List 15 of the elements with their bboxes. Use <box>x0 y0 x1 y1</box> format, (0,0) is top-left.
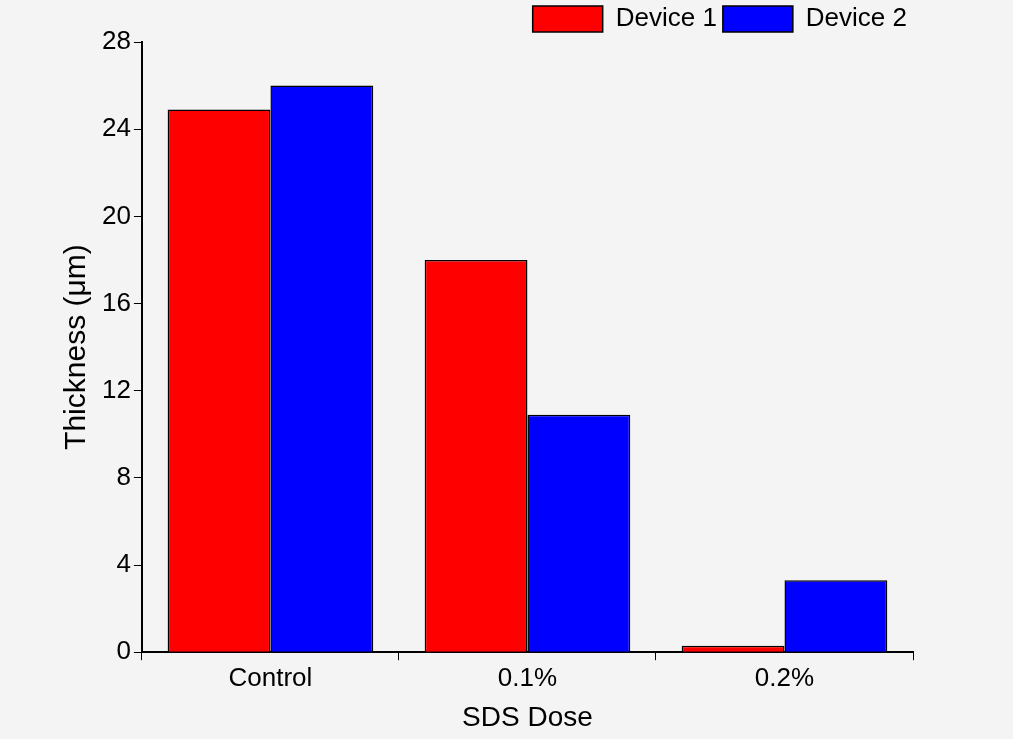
y-tick-label: 16 <box>102 286 131 317</box>
y-tick-label: 4 <box>116 548 131 579</box>
y-tick-label: 12 <box>102 373 131 404</box>
legend-label: Device 1 <box>615 2 717 33</box>
x-tick-label: 0.2% <box>754 661 815 692</box>
x-tick-label: Control <box>228 661 313 692</box>
legend-label: Device 2 <box>805 2 907 33</box>
y-tick-label: 0 <box>116 635 131 666</box>
y-tick-label: 28 <box>102 25 131 56</box>
y-tick-label: 24 <box>102 112 131 143</box>
x-tick-label: 0.1% <box>497 661 558 692</box>
y-tick-label: 20 <box>102 199 131 230</box>
x-axis-title: SDS Dose <box>462 700 593 732</box>
y-tick-label: 8 <box>116 461 131 492</box>
y-axis-title: Thickness (μm) <box>58 244 92 450</box>
